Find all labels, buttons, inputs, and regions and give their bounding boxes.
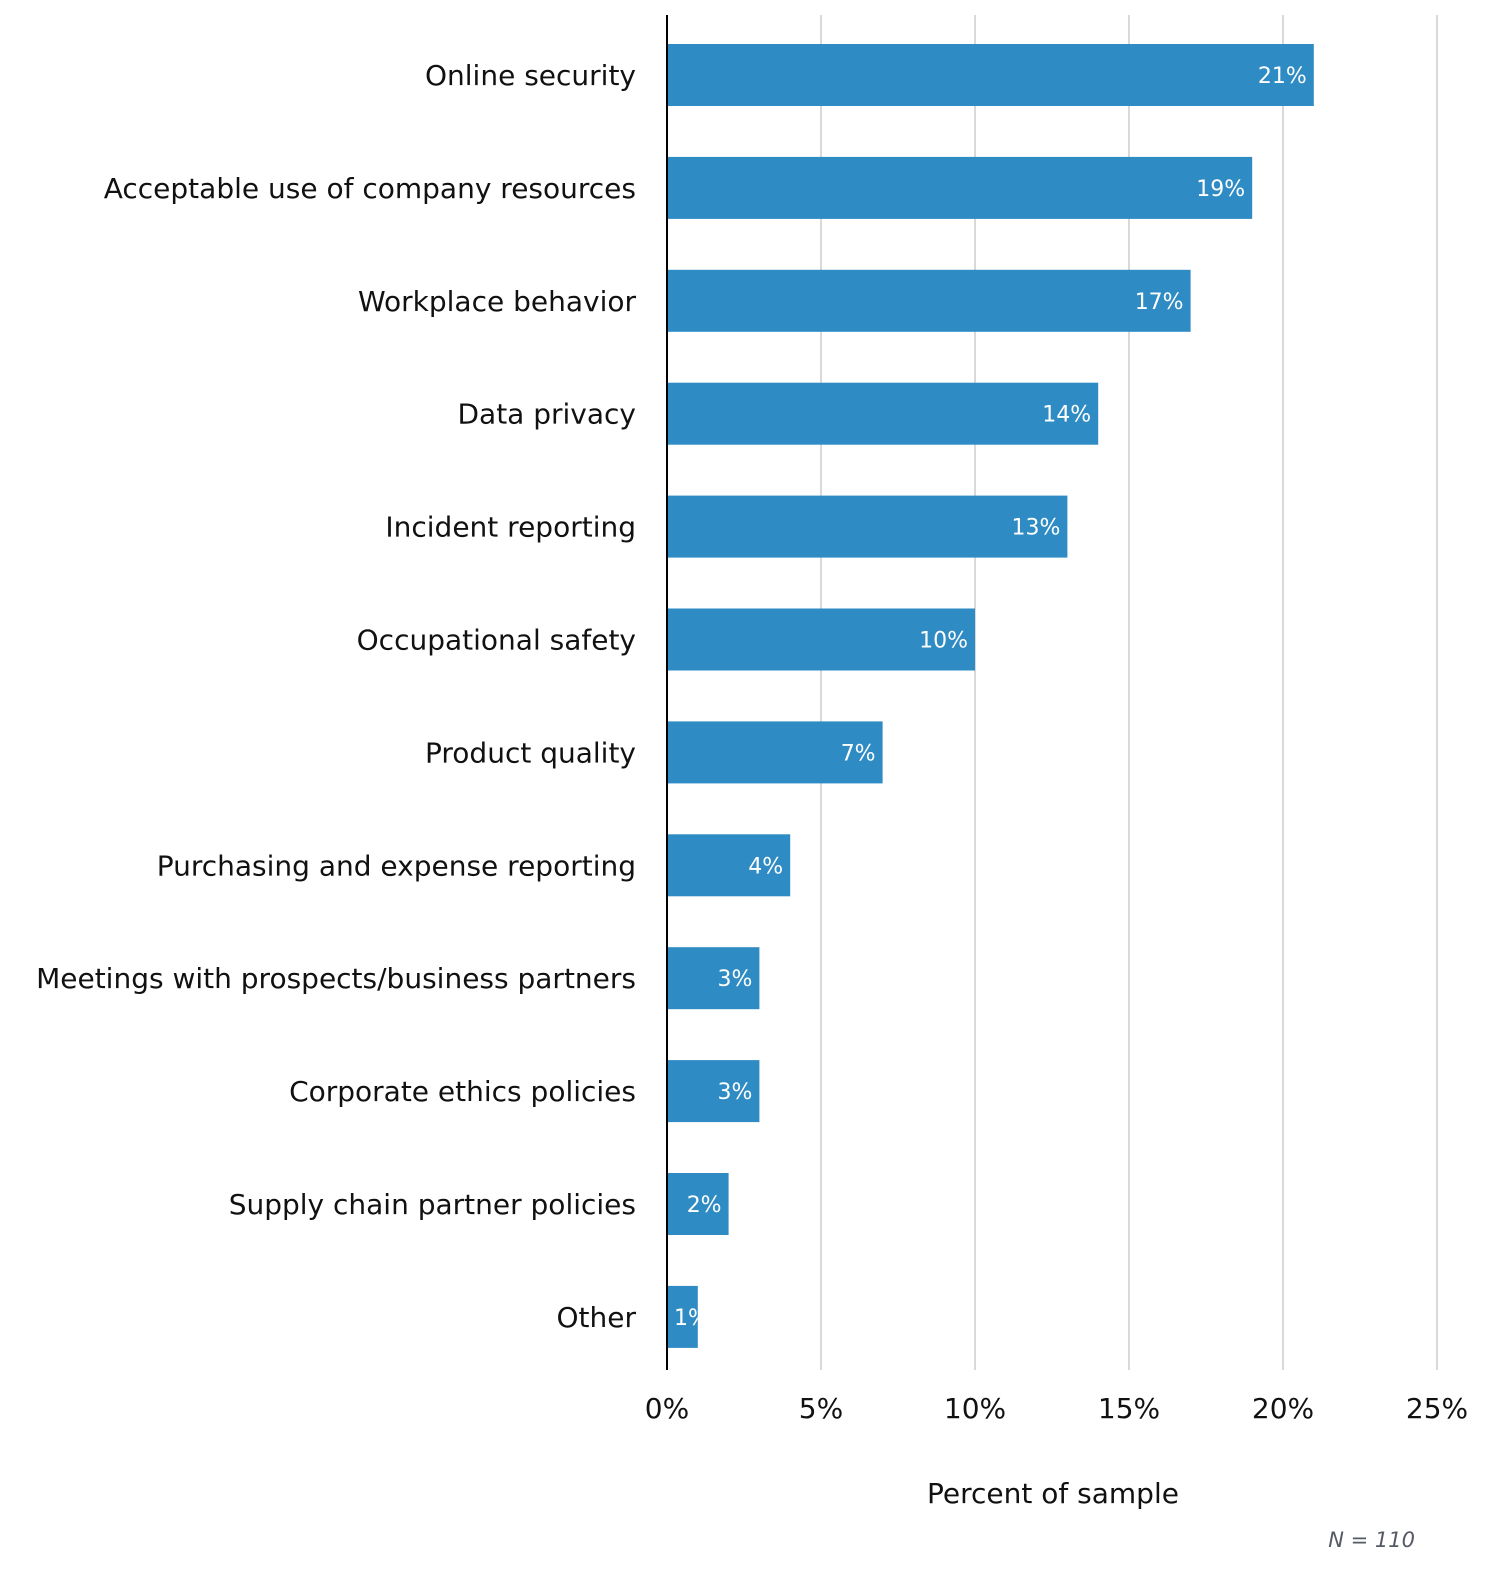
bar — [667, 44, 1314, 106]
x-tick-label: 0% — [645, 1392, 689, 1425]
bar-group: 10% — [667, 608, 975, 671]
bar — [667, 947, 760, 1010]
category-label: Online security — [425, 59, 636, 92]
bar-group: 1% — [667, 1285, 709, 1348]
category-labels: Online security Acceptable use of company… — [36, 59, 636, 1334]
x-tick-label: 10% — [944, 1392, 1006, 1425]
bar-group: 19% — [667, 156, 1253, 219]
bar-value-label: 7% — [841, 741, 876, 766]
category-label: Supply chain partner policies — [229, 1188, 636, 1221]
category-label: Incident reporting — [385, 511, 636, 544]
category-label: Corporate ethics policies — [289, 1075, 636, 1108]
bar — [667, 269, 1191, 332]
x-tick-labels: 0% 5% 10% 15% 20% 25% — [645, 1392, 1468, 1425]
bar-group: 17% — [667, 269, 1191, 332]
bar-group: 3% — [667, 947, 760, 1010]
x-tick-label: 25% — [1406, 1392, 1468, 1425]
category-label: Purchasing and expense reporting — [157, 849, 636, 882]
category-label: Occupational safety — [357, 624, 636, 657]
category-label: Workplace behavior — [358, 285, 637, 318]
bar — [667, 608, 975, 671]
bar-group: 14% — [667, 382, 1099, 445]
bar — [667, 1173, 729, 1235]
bar-value-label: 2% — [687, 1193, 722, 1218]
bar — [667, 156, 1253, 219]
sample-size-note: N = 110 — [1328, 1528, 1415, 1552]
category-label: Data privacy — [457, 398, 636, 431]
category-label: Meetings with prospects/business partner… — [36, 962, 636, 995]
bar-value-label: 13% — [1011, 516, 1060, 541]
x-tick-label: 15% — [1098, 1392, 1160, 1425]
bar-group: 2% — [667, 1173, 729, 1235]
bar-value-label: 4% — [748, 854, 783, 879]
category-label: Acceptable use of company resources — [104, 172, 636, 205]
bar — [667, 834, 791, 897]
bar-group: 21% — [667, 44, 1314, 106]
bar — [667, 1285, 698, 1348]
bar-value-label: 3% — [717, 967, 752, 992]
bar — [667, 1060, 760, 1123]
gridlines — [820, 15, 1438, 1370]
category-label: Other — [556, 1301, 636, 1334]
bar-value-label: 1% — [674, 1306, 709, 1331]
bar-value-label: 19% — [1196, 177, 1245, 202]
bar — [667, 495, 1068, 558]
bar — [667, 721, 883, 784]
bar-value-label: 3% — [717, 1080, 752, 1105]
bar-value-label: 10% — [919, 629, 968, 654]
bar-value-label: 21% — [1258, 64, 1307, 89]
bar-value-label: 17% — [1135, 290, 1184, 315]
bar — [667, 382, 1099, 445]
bar-value-label: 14% — [1042, 403, 1091, 428]
bar-group: 13% — [667, 495, 1068, 558]
x-tick-label: 20% — [1252, 1392, 1314, 1425]
bars: 21% 19% 17% 14% 13% 10% 7% 4% 3% 3% 2% 1% — [667, 44, 1314, 1348]
x-axis-title: Percent of sample — [927, 1477, 1179, 1510]
category-label: Product quality — [425, 736, 636, 769]
bar-group: 3% — [667, 1060, 760, 1123]
bar-group: 7% — [667, 721, 883, 784]
x-tick-label: 5% — [799, 1392, 843, 1425]
bar-group: 4% — [667, 834, 791, 897]
